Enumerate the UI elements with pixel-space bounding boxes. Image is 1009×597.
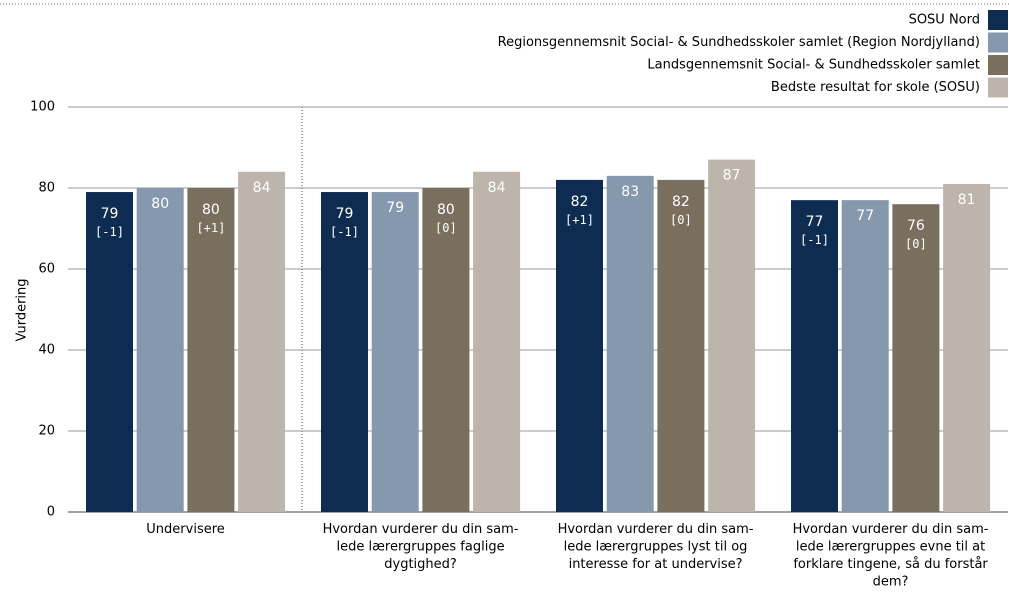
value-label: 87 <box>723 168 741 184</box>
change-label: [+1] <box>565 213 594 227</box>
legend-swatch <box>988 77 1008 98</box>
y-tick-label: 100 <box>30 100 55 115</box>
y-tick-label: 40 <box>38 343 55 358</box>
y-tick-label: 20 <box>38 424 55 439</box>
value-label: 77 <box>856 208 874 224</box>
bar <box>657 179 705 512</box>
x-tick-label: Hvordan vurderer du din sam- <box>558 522 754 537</box>
x-tick-label: Undervisere <box>146 522 224 537</box>
value-label: 76 <box>907 218 925 234</box>
bar <box>606 175 654 512</box>
legend-label: Landsgennemsnit Social- & Sundhedsskoler… <box>647 58 980 73</box>
value-label: 79 <box>386 200 404 216</box>
bar <box>187 188 235 512</box>
bar <box>841 200 889 512</box>
x-tick-label: dygtighed? <box>384 557 457 572</box>
x-tick-label: lede lærergruppes lyst til og <box>564 540 748 555</box>
bar <box>943 183 991 512</box>
legend-label: Regionsgennemsnit Social- & Sundhedsskol… <box>498 35 980 50</box>
change-label: [-1] <box>330 225 359 239</box>
x-tick-label: Hvordan vurderer du din sam- <box>793 522 989 537</box>
value-label: 82 <box>672 194 690 210</box>
bar <box>238 171 286 513</box>
value-label: 77 <box>806 214 824 230</box>
bar <box>422 188 470 512</box>
change-label: [0] <box>670 213 692 227</box>
value-label: 80 <box>202 202 220 218</box>
bar <box>321 192 368 513</box>
y-axis-label: Vurdering <box>15 278 30 341</box>
x-tick-label: dem? <box>873 575 909 590</box>
value-label: 80 <box>437 202 455 218</box>
value-label: 84 <box>488 180 506 196</box>
x-tick-label: interesse for at undervise? <box>569 557 743 572</box>
value-label: 79 <box>101 206 119 222</box>
x-tick-label: lede lærergruppes evne til at <box>796 540 985 555</box>
y-tick-label: 80 <box>38 181 55 196</box>
value-label: 80 <box>151 196 169 212</box>
x-tick-label: lede lærergruppes faglige <box>337 540 505 555</box>
legend-label: Bedste resultat for skole (SOSU) <box>771 80 980 95</box>
bar <box>86 192 133 513</box>
bar <box>136 188 184 512</box>
change-label: [-1] <box>800 233 829 247</box>
bar <box>371 192 419 513</box>
value-label: 79 <box>336 206 354 222</box>
value-label: 82 <box>571 194 589 210</box>
bar <box>473 171 521 513</box>
y-tick-label: 0 <box>47 505 55 520</box>
bar <box>892 204 940 512</box>
x-tick-label: forklare tingene, så du forstår <box>793 557 988 572</box>
value-label: 81 <box>958 192 976 208</box>
change-label: [0] <box>905 237 927 251</box>
bar <box>791 200 838 512</box>
legend-swatch <box>988 10 1008 30</box>
y-tick-label: 60 <box>38 262 55 277</box>
value-label: 83 <box>621 184 639 200</box>
x-tick-label: Hvordan vurderer du din sam- <box>323 522 519 537</box>
bar <box>556 179 603 512</box>
change-label: [0] <box>435 221 457 235</box>
legend-label: SOSU Nord <box>909 13 980 28</box>
legend-swatch <box>988 55 1008 75</box>
change-label: [+1] <box>196 221 225 235</box>
change-label: [-1] <box>95 225 124 239</box>
value-label: 84 <box>253 180 271 196</box>
bar <box>708 159 756 512</box>
legend-swatch <box>988 32 1008 53</box>
